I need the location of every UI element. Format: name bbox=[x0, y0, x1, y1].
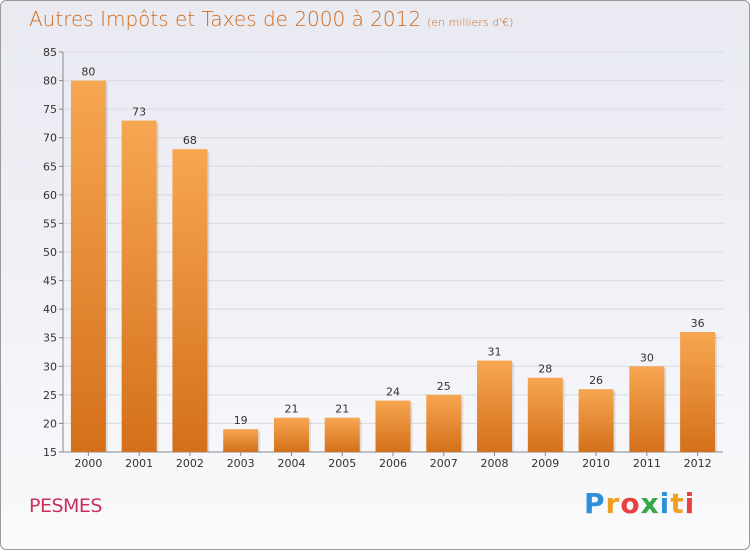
y-tick-label: 30 bbox=[43, 360, 57, 373]
x-tick-label: 2000 bbox=[74, 457, 102, 470]
bar bbox=[324, 417, 360, 452]
y-tick-label: 65 bbox=[43, 160, 57, 173]
proxiti-logo: Proxiti bbox=[584, 487, 695, 520]
x-tick-label: 2002 bbox=[176, 457, 204, 470]
x-tick-label: 2010 bbox=[582, 457, 610, 470]
bar bbox=[426, 394, 462, 452]
x-tick-label: 2006 bbox=[379, 457, 407, 470]
logo-letter: i bbox=[684, 487, 696, 520]
bar bbox=[578, 389, 614, 452]
y-tick-label: 40 bbox=[43, 303, 57, 316]
logo-letter: t bbox=[670, 487, 685, 520]
bar bbox=[273, 417, 309, 452]
bar bbox=[121, 120, 157, 453]
data-label: 26 bbox=[589, 374, 603, 387]
chart-title: Autres Impôts et Taxes de 2000 à 2012 (en… bbox=[29, 7, 513, 31]
data-label: 28 bbox=[538, 363, 552, 376]
bar bbox=[70, 80, 106, 453]
commune-name: PESMES bbox=[29, 495, 102, 517]
y-tick-label: 75 bbox=[43, 103, 57, 116]
data-label: 36 bbox=[691, 317, 705, 330]
data-label: 80 bbox=[81, 66, 95, 79]
y-tick-label: 80 bbox=[43, 75, 57, 88]
y-tick-label: 60 bbox=[43, 189, 57, 202]
bar bbox=[527, 377, 563, 452]
logo-letter: x bbox=[640, 487, 660, 520]
chart-subtitle: (en milliers d'€) bbox=[427, 16, 514, 29]
logo-letter: P bbox=[584, 487, 606, 520]
data-label: 73 bbox=[132, 106, 146, 119]
y-tick-label: 50 bbox=[43, 246, 57, 259]
y-tick-label: 25 bbox=[43, 389, 57, 402]
data-label: 68 bbox=[183, 134, 197, 147]
logo-letter: i bbox=[659, 487, 671, 520]
data-label: 19 bbox=[234, 414, 248, 427]
data-label: 21 bbox=[284, 403, 298, 416]
labels: 15 20 25 30 35 40 45 50 55 60 65 70 75 80 85 80 2000 73 20… bbox=[43, 46, 712, 470]
bar bbox=[477, 360, 513, 452]
bars bbox=[70, 80, 718, 453]
chart-title-text: Autres Impôts et Taxes de 2000 à 2012 bbox=[29, 7, 422, 31]
data-label: 21 bbox=[335, 403, 349, 416]
y-tick-label: 55 bbox=[43, 217, 57, 230]
data-label: 30 bbox=[640, 351, 654, 364]
x-tick-label: 2011 bbox=[633, 457, 661, 470]
y-tick-label: 70 bbox=[43, 132, 57, 145]
x-tick-label: 2012 bbox=[684, 457, 712, 470]
logo-letter: o bbox=[620, 487, 641, 520]
bar bbox=[375, 400, 411, 452]
bar bbox=[629, 366, 665, 452]
x-tick-label: 2008 bbox=[481, 457, 509, 470]
x-tick-label: 2005 bbox=[328, 457, 356, 470]
bar bbox=[680, 332, 716, 452]
data-label: 31 bbox=[488, 346, 502, 359]
data-label: 24 bbox=[386, 386, 400, 399]
data-label: 25 bbox=[437, 380, 451, 393]
bar bbox=[223, 429, 259, 452]
x-tick-label: 2009 bbox=[531, 457, 559, 470]
y-tick-label: 15 bbox=[43, 446, 57, 459]
bar bbox=[172, 149, 208, 452]
x-tick-label: 2004 bbox=[277, 457, 305, 470]
x-tick-label: 2003 bbox=[227, 457, 255, 470]
y-tick-label: 35 bbox=[43, 332, 57, 345]
x-tick-label: 2007 bbox=[430, 457, 458, 470]
logo-letter: r bbox=[605, 487, 621, 520]
y-tick-label: 45 bbox=[43, 275, 57, 288]
y-tick-label: 85 bbox=[43, 46, 57, 59]
x-tick-label: 2001 bbox=[125, 457, 153, 470]
y-tick-label: 20 bbox=[43, 417, 57, 430]
